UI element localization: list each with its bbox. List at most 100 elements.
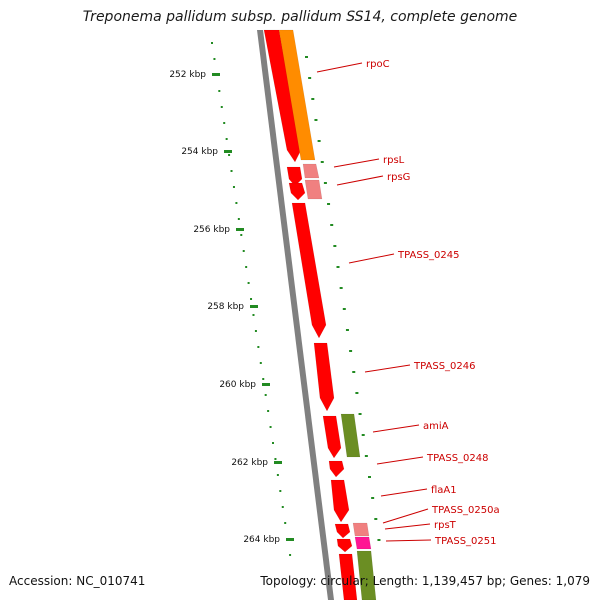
tick-dot	[213, 58, 216, 60]
major-tick	[262, 383, 270, 386]
feature-pink-3	[352, 522, 370, 537]
major-tick	[250, 305, 258, 308]
major-tick	[286, 538, 294, 541]
gene-label: flaA1	[431, 485, 457, 496]
major-tick	[274, 461, 282, 464]
feature-red-11	[338, 553, 358, 600]
feature-red-9	[334, 523, 351, 539]
track-dot	[336, 266, 340, 268]
tick-track	[211, 42, 381, 556]
feature-red-4	[291, 202, 327, 339]
label-leader-line	[348, 253, 395, 264]
gene-label: TPASS_0250a	[431, 505, 500, 516]
tick-dot	[274, 458, 277, 460]
tick-dot	[211, 42, 213, 44]
tick-dot	[237, 218, 240, 220]
feature-red-5	[313, 342, 335, 412]
gene-label: TPASS_0245	[397, 250, 459, 261]
tick-label: 260 kbp	[219, 380, 256, 390]
tick-dot	[281, 506, 284, 508]
gene-label: rpsL	[383, 155, 405, 166]
track-dot	[358, 413, 362, 415]
track-dot	[355, 392, 359, 394]
tick-dot	[276, 474, 279, 476]
accession-text: Accession: NC_010741	[9, 574, 146, 588]
feature-track	[263, 29, 377, 600]
tick-dot	[230, 170, 233, 172]
tick-dot	[284, 522, 287, 524]
track-dot	[342, 308, 346, 310]
track-dot	[314, 119, 318, 121]
label-leader-line	[316, 62, 363, 73]
label-leader-line	[382, 508, 429, 524]
track-dot	[345, 329, 349, 331]
track-dot	[311, 98, 315, 100]
tick-dot	[242, 250, 245, 252]
tick-dot	[259, 362, 262, 364]
tick-dot	[232, 186, 235, 188]
major-tick	[212, 73, 220, 76]
tick-dot	[245, 266, 248, 268]
track-dot	[364, 455, 368, 457]
feature-pink-1	[302, 163, 320, 179]
track-dot	[333, 245, 337, 247]
gene-label: TPASS_0251	[434, 536, 496, 547]
gene-label: TPASS_0246	[413, 361, 475, 372]
map-title: Treponema pallidum subsp. pallidum SS14,…	[82, 9, 518, 25]
track-dot	[361, 434, 365, 436]
track-dot	[339, 287, 343, 289]
track-dot	[308, 77, 312, 79]
track-dot	[371, 497, 375, 499]
track-dot	[352, 371, 356, 373]
label-leader-line	[372, 424, 420, 433]
feature-olive-2	[356, 550, 377, 600]
gene-label: TPASS_0248	[426, 453, 488, 464]
tick-dot	[269, 426, 272, 428]
tick-dot	[223, 122, 226, 124]
tick-dot	[257, 346, 260, 348]
track-dot	[374, 518, 378, 520]
label-leader-line	[376, 456, 424, 465]
tick-label: 262 kbp	[231, 458, 268, 468]
tick-label: 264 kbp	[243, 535, 280, 545]
track-dot	[317, 140, 321, 142]
tick-dot	[264, 394, 267, 396]
tick-dot	[240, 234, 243, 236]
track-dot	[330, 224, 334, 226]
feature-red-2	[286, 166, 303, 187]
feature-red-3	[288, 182, 306, 201]
label-leader-line	[384, 523, 431, 530]
feature-red-8	[330, 479, 350, 523]
tick-dot	[235, 202, 238, 204]
tick-dot	[225, 138, 228, 140]
track-dot	[320, 161, 324, 163]
genome-summary: Topology: circular; Length: 1,139,457 bp…	[260, 574, 590, 588]
feature-pink-2	[304, 179, 323, 200]
gene-label: rpsT	[434, 520, 457, 531]
tick-dot	[250, 298, 253, 300]
tick-dot	[252, 314, 255, 316]
gene-labels: rpoC rpsL rpsG TPASS_0245 TPASS_0246 amiA TPAS…	[316, 59, 500, 547]
major-tick	[224, 150, 232, 153]
feature-orange	[278, 29, 316, 161]
feature-red-1	[263, 29, 302, 163]
track-dot	[327, 203, 331, 205]
tick-label: 252 kbp	[169, 70, 206, 80]
tick-label: 256 kbp	[193, 225, 230, 235]
track-dot	[305, 56, 308, 58]
track-dot	[349, 350, 353, 352]
tick-label: 254 kbp	[181, 147, 218, 157]
tick-dot	[254, 330, 257, 332]
major-tick	[236, 228, 244, 231]
backbone-line	[257, 30, 334, 600]
gene-label: amiA	[423, 421, 449, 432]
tick-dot	[220, 106, 223, 108]
tick-dot	[228, 154, 231, 156]
label-leader-line	[333, 158, 380, 168]
label-leader-line	[336, 175, 384, 186]
tick-dot	[272, 442, 274, 444]
tick-dot	[218, 90, 221, 92]
feature-olive-1	[340, 413, 361, 458]
label-leader-line	[380, 488, 428, 497]
